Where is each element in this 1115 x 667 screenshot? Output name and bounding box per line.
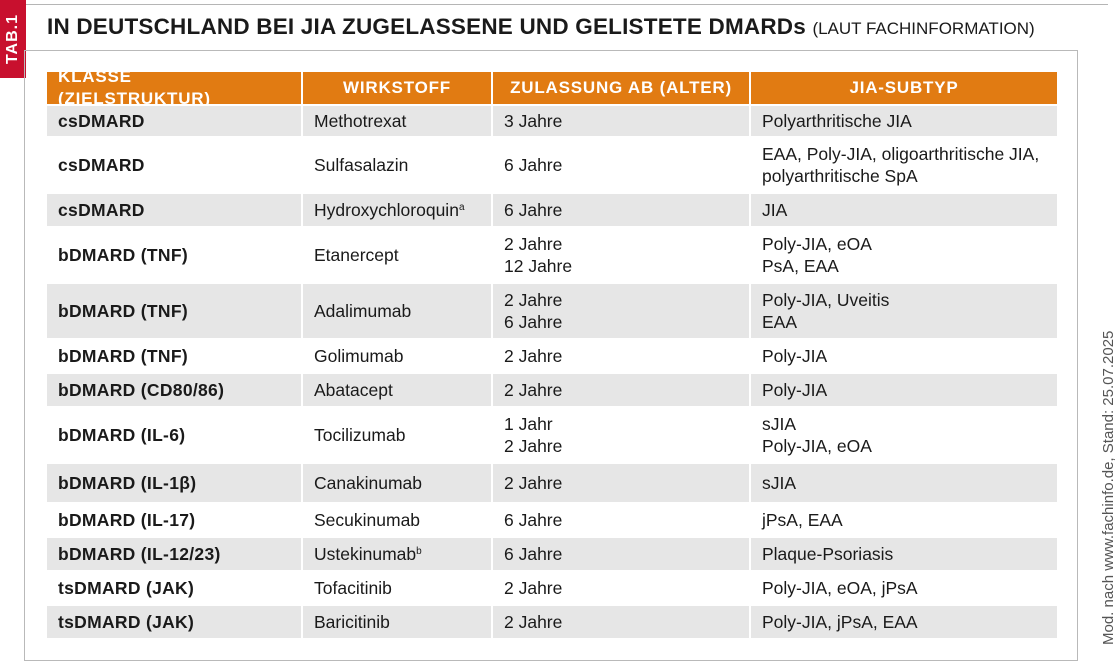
table-row: bDMARD (TNF) Etanercept 2 Jahre 12 Jahre Pol… <box>47 228 1057 284</box>
cell-wirkstoff: Baricitinib <box>303 606 493 640</box>
title-sub: (LAUT FACHINFORMATION) <box>812 19 1035 38</box>
cell-klasse: bDMARD (IL-6) <box>47 408 303 464</box>
table-row: tsDMARD (JAK) Baricitinib 2 Jahre Poly-JIA,… <box>47 606 1057 640</box>
table-row: bDMARD (CD80/86) Abatacept 2 Jahre Poly-JIA <box>47 374 1057 408</box>
cell-zulassung: 2 Jahre <box>493 572 751 606</box>
header-subtyp: JIA-SUBTYP <box>751 72 1057 106</box>
header-zulassung: ZULASSUNG AB (ALTER) <box>493 72 751 106</box>
cell-subtyp: Poly-JIA, Uveitis EAA <box>751 284 1057 340</box>
cell-zulassung: 3 Jahre <box>493 106 751 138</box>
source-note: Mod. nach www.fachinfo.de, Stand: 25.07.… <box>1100 330 1115 645</box>
cell-wirkstoff: Tofacitinib <box>303 572 493 606</box>
table-header-row: KLASSE (ZIELSTRUKTUR) WIRKSTOFF ZULASSUN… <box>47 67 1057 108</box>
cell-zulassung: 2 Jahre <box>493 374 751 408</box>
cell-zulassung: 6 Jahre <box>493 194 751 228</box>
cell-subtyp: jPsA, EAA <box>751 504 1057 538</box>
cell-subtyp: EAA, Poly-JIA, oligoarthritische JIA, pol… <box>751 138 1057 194</box>
table-row: csDMARD Methotrexat 3 Jahre Polyarthritisch… <box>47 106 1057 138</box>
cell-klasse: bDMARD (IL-1β) <box>47 464 303 504</box>
footnote-marker: b <box>416 546 422 557</box>
cell-wirkstoff: Hydroxychloroquin a <box>303 194 493 228</box>
table-row: bDMARD (TNF) Adalimumab 2 Jahre 6 Jahre Poly… <box>47 284 1057 340</box>
cell-wirkstoff: Methotrexat <box>303 106 493 138</box>
cell-wirkstoff: Etanercept <box>303 228 493 284</box>
table-body: csDMARD Methotrexat 3 Jahre Polyarthritisch… <box>47 106 1057 640</box>
title-main: IN DEUTSCHLAND BEI JIA ZUGELASSENE UND G… <box>47 14 806 39</box>
cell-wirkstoff: Abatacept <box>303 374 493 408</box>
cell-zulassung: 2 Jahre <box>493 340 751 374</box>
cell-zulassung: 6 Jahre <box>493 538 751 572</box>
cell-wirkstoff: Tocilizumab <box>303 408 493 464</box>
cell-wirkstoff: Golimumab <box>303 340 493 374</box>
cell-klasse: bDMARD (CD80/86) <box>47 374 303 408</box>
cell-wirkstoff: Canakinumab <box>303 464 493 504</box>
cell-wirkstoff: Secukinumab <box>303 504 493 538</box>
cell-klasse: bDMARD (IL-12/23) <box>47 538 303 572</box>
footnote-marker: a <box>458 202 465 213</box>
cell-subtyp: JIA <box>751 194 1057 228</box>
cell-zulassung: 2 Jahre 6 Jahre <box>493 284 751 340</box>
cell-subtyp: Poly-JIA <box>751 374 1057 408</box>
cell-wirkstoff: Sulfasalazin <box>303 138 493 194</box>
cell-zulassung: 6 Jahre <box>493 138 751 194</box>
table-row: bDMARD (TNF) Golimumab 2 Jahre Poly-JIA <box>47 340 1057 374</box>
cell-klasse: csDMARD <box>47 194 303 228</box>
cell-zulassung: 2 Jahre 12 Jahre <box>493 228 751 284</box>
table-title: IN DEUTSCHLAND BEI JIA ZUGELASSENE UND G… <box>47 14 1035 40</box>
cell-klasse: bDMARD (TNF) <box>47 284 303 340</box>
dmard-table: KLASSE (ZIELSTRUKTUR) WIRKSTOFF ZULASSUN… <box>47 67 1057 640</box>
cell-klasse: bDMARD (IL-17) <box>47 504 303 538</box>
header-wirkstoff: WIRKSTOFF <box>303 72 493 106</box>
table-row: csDMARD Sulfasalazin 6 Jahre EAA, Poly-JIA,… <box>47 138 1057 194</box>
table-row: bDMARD (IL-6) Tocilizumab 1 Jahr 2 Jahre sJI… <box>47 408 1057 464</box>
table-row: bDMARD (IL-12/23) Ustekinumab b 6 Jahre Plaq… <box>47 538 1057 572</box>
table-row: tsDMARD (JAK) Tofacitinib 2 Jahre Poly-JIA,… <box>47 572 1057 606</box>
cell-klasse: bDMARD (TNF) <box>47 340 303 374</box>
table-number-tab: TAB.1 <box>0 0 26 78</box>
cell-wirkstoff: Ustekinumab b <box>303 538 493 572</box>
cell-zulassung: 2 Jahre <box>493 464 751 504</box>
cell-zulassung: 6 Jahre <box>493 504 751 538</box>
cell-subtyp: Poly-JIA, eOA, jPsA <box>751 572 1057 606</box>
cell-subtyp: Polyarthritische JIA <box>751 106 1057 138</box>
cell-subtyp: sJIA <box>751 464 1057 504</box>
table-frame <box>24 50 1078 661</box>
top-rule <box>26 4 1108 5</box>
cell-zulassung: 1 Jahr 2 Jahre <box>493 408 751 464</box>
cell-subtyp: Poly-JIA, jPsA, EAA <box>751 606 1057 640</box>
cell-klasse: bDMARD (TNF) <box>47 228 303 284</box>
cell-subtyp: Poly-JIA, eOA PsA, EAA <box>751 228 1057 284</box>
cell-wirkstoff: Adalimumab <box>303 284 493 340</box>
cell-zulassung: 2 Jahre <box>493 606 751 640</box>
cell-klasse: tsDMARD (JAK) <box>47 572 303 606</box>
cell-subtyp: Plaque-Psoriasis <box>751 538 1057 572</box>
cell-klasse: tsDMARD (JAK) <box>47 606 303 640</box>
cell-klasse: csDMARD <box>47 106 303 138</box>
cell-klasse: csDMARD <box>47 138 303 194</box>
table-number-label: TAB.1 <box>4 13 22 65</box>
table-row: bDMARD (IL-17) Secukinumab 6 Jahre jPsA, EA… <box>47 504 1057 538</box>
table-row: csDMARD Hydroxychloroquin a 6 Jahre JIA <box>47 194 1057 228</box>
cell-subtyp: sJIA Poly-JIA, eOA <box>751 408 1057 464</box>
table-row: bDMARD (IL-1β) Canakinumab 2 Jahre sJIA <box>47 464 1057 504</box>
cell-subtyp: Poly-JIA <box>751 340 1057 374</box>
header-klasse: KLASSE (ZIELSTRUKTUR) <box>47 67 303 108</box>
